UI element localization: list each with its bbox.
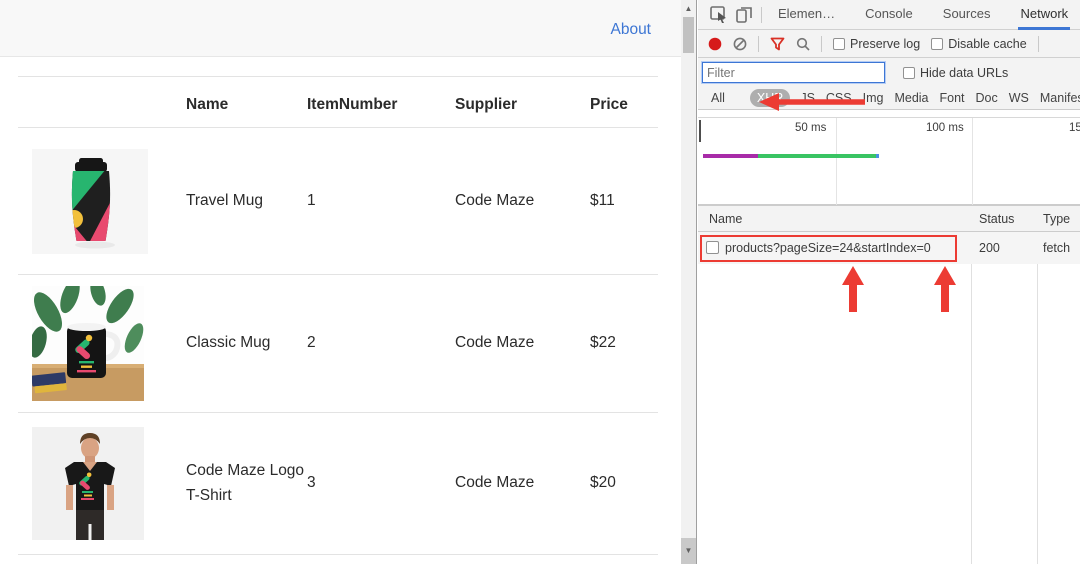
request-type: fetch	[1043, 241, 1071, 255]
table-header-row: Name ItemNumber Supplier Price	[18, 76, 658, 128]
devtools-tabbar: Elemen… Console Sources Network	[698, 0, 1080, 30]
navbar: About	[0, 0, 681, 57]
type-filter-media[interactable]: Media	[894, 91, 929, 105]
requests-header-name[interactable]: Name	[709, 212, 743, 226]
product-supplier: Code Maze	[455, 474, 535, 492]
product-app-page: About Name ItemNumber Supplier Price	[0, 0, 681, 555]
column-divider[interactable]	[971, 205, 972, 564]
search-icon[interactable]	[796, 37, 810, 51]
product-itemnumber: 1	[307, 191, 316, 209]
divider	[1037, 35, 1039, 52]
product-supplier: Code Maze	[455, 191, 535, 209]
timeline-gridline	[836, 118, 837, 206]
product-name: Travel Mug	[186, 191, 263, 209]
product-name: Classic Mug	[186, 334, 271, 352]
product-name: Code Maze Logo T-Shirt	[186, 462, 305, 504]
filter-row: Hide data URLs	[698, 58, 1080, 87]
classic-mug-image	[32, 286, 144, 401]
network-overview-timeline[interactable]: 50 ms 100 ms 15	[698, 110, 1080, 206]
clear-icon[interactable]	[733, 37, 747, 51]
divider	[821, 35, 822, 52]
requests-header-type[interactable]: Type	[1043, 212, 1071, 226]
type-filter-manifest[interactable]: Manifest	[1039, 91, 1080, 105]
table-row: Code Maze Logo T-Shirt 3 Code Maze $20	[18, 413, 658, 555]
t-shirt-image	[32, 427, 144, 540]
request-row[interactable]: products?pageSize=24&startIndex=0 200 fe…	[698, 232, 1080, 264]
type-filter-row: All XHR JS CSS Img Media Font Doc WS Man…	[698, 87, 1080, 110]
preserve-log-label: Preserve log	[850, 36, 921, 51]
tab-sources[interactable]: Sources	[942, 5, 991, 21]
filter-funnel-icon[interactable]	[770, 37, 785, 51]
request-status: 200	[979, 241, 1000, 255]
waterfall-segment-content	[758, 154, 876, 158]
hide-data-urls-checkbox[interactable]	[903, 66, 915, 79]
annotation-arrow-startindex	[934, 266, 956, 312]
timeline-tick: 15	[1069, 122, 1080, 134]
timeline-tick: 100 ms	[926, 122, 964, 134]
table-row: Travel Mug 1 Code Maze $11	[18, 128, 658, 275]
header-supplier: Supplier	[455, 95, 518, 113]
scrollbar-thumb[interactable]	[683, 17, 694, 53]
filter-input[interactable]	[701, 61, 886, 84]
product-itemnumber: 3	[307, 474, 316, 492]
type-filter-ws[interactable]: WS	[1008, 91, 1029, 105]
column-divider[interactable]	[1037, 205, 1038, 564]
type-filter-js[interactable]: JS	[800, 91, 815, 105]
requests-header-status[interactable]: Status	[979, 212, 1015, 226]
requests-header-row: Name Status Type	[698, 205, 1080, 232]
inspect-icon[interactable]	[710, 6, 728, 23]
waterfall-segment-waiting	[703, 154, 758, 158]
about-link[interactable]: About	[610, 21, 651, 38]
product-price: $22	[590, 334, 616, 352]
divider	[761, 6, 762, 23]
product-price: $11	[590, 191, 615, 209]
hide-data-urls-label: Hide data URLs	[920, 65, 1009, 80]
network-toolbar: Preserve log Disable cache	[698, 30, 1080, 58]
tab-elements[interactable]: Elemen…	[778, 5, 836, 21]
table-row: Classic Mug 2 Code Maze $22	[18, 275, 658, 413]
disable-cache-label: Disable cache	[948, 36, 1027, 51]
product-supplier: Code Maze	[455, 334, 535, 352]
disable-cache-checkbox[interactable]	[931, 37, 944, 50]
type-filter-xhr[interactable]: XHR	[749, 89, 791, 107]
preserve-log-checkbox[interactable]	[833, 37, 845, 50]
header-itemnumber: ItemNumber	[307, 95, 398, 113]
device-toolbar-icon[interactable]	[736, 6, 753, 23]
waterfall-segment-tip	[876, 154, 879, 158]
timeline-gridline	[972, 118, 973, 206]
timeline-tick: 50 ms	[795, 122, 827, 134]
product-table: Name ItemNumber Supplier Price	[18, 76, 658, 555]
type-filter-css[interactable]: CSS	[825, 91, 852, 105]
header-price: Price	[590, 95, 628, 113]
tab-console[interactable]: Console	[865, 5, 913, 21]
product-price: $20	[590, 474, 616, 492]
record-icon[interactable]	[708, 37, 722, 51]
devtools-panel: Elemen… Console Sources Network Preserve…	[696, 0, 1080, 564]
page-scrollbar[interactable]: ▲ ▼	[681, 0, 696, 564]
header-name: Name	[186, 95, 229, 113]
header-image	[18, 117, 186, 127]
divider	[758, 35, 759, 52]
type-filter-img[interactable]: Img	[862, 91, 884, 105]
tab-network[interactable]: Network	[1018, 0, 1071, 30]
scrollbar-down-button[interactable]: ▼	[681, 538, 696, 564]
timeline-start-marker	[699, 120, 701, 142]
type-filter-all[interactable]: All	[711, 91, 725, 105]
annotation-arrow-pagesize	[842, 266, 864, 312]
scrollbar-up-button[interactable]: ▲	[681, 0, 696, 17]
type-filter-doc[interactable]: Doc	[975, 91, 998, 105]
request-checkbox[interactable]	[706, 241, 719, 254]
product-itemnumber: 2	[307, 334, 316, 352]
type-filter-font[interactable]: Font	[939, 91, 965, 105]
travel-mug-image	[32, 148, 148, 254]
request-name[interactable]: products?pageSize=24&startIndex=0	[725, 241, 931, 255]
